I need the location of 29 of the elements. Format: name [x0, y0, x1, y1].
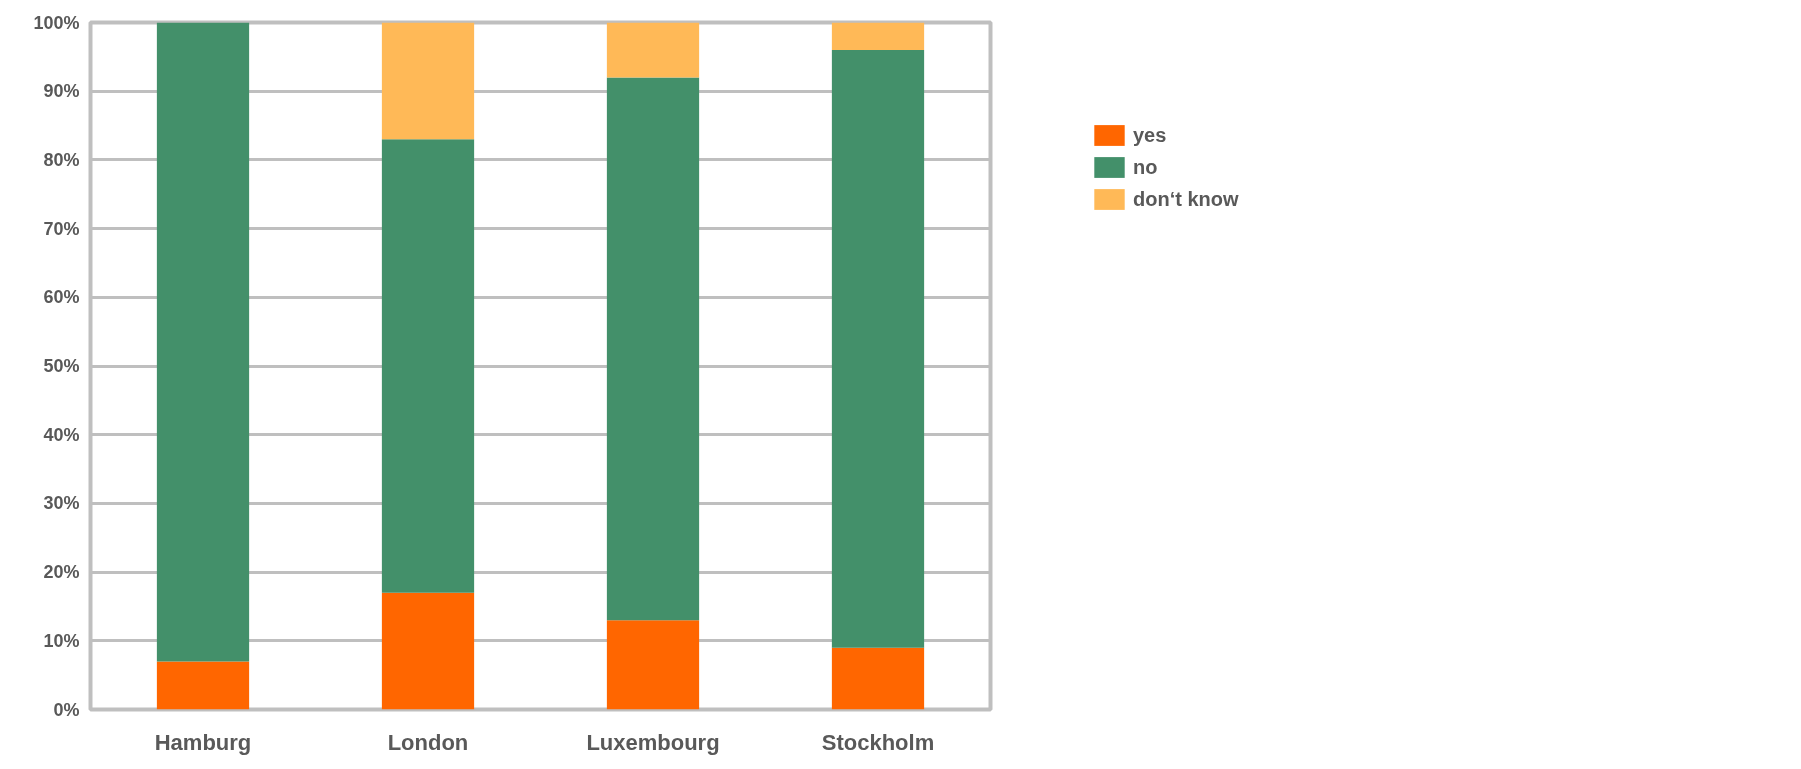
y-tick-label: 60%	[43, 287, 80, 308]
y-tick-label: 70%	[43, 218, 80, 239]
y-tick-label: 80%	[43, 149, 80, 170]
bar	[606, 22, 700, 78]
y-tick-label: 30%	[43, 493, 80, 514]
bar	[831, 647, 925, 710]
y-tick-label: 50%	[43, 356, 80, 376]
x-tick-label: Stockholm	[821, 729, 935, 755]
x-tick-label: Hamburg	[154, 729, 252, 755]
bar	[156, 661, 250, 710]
legend-label: no	[1133, 155, 1158, 179]
bar	[381, 592, 475, 710]
y-tick-label: 40%	[43, 424, 80, 445]
bar	[831, 22, 925, 50]
x-tick-label: Luxembourg	[586, 729, 720, 755]
legend-label: don‘t know	[1133, 187, 1239, 211]
bar	[381, 139, 475, 593]
bar	[831, 49, 925, 648]
y-tick-label: 0%	[53, 699, 80, 720]
bar	[606, 77, 700, 621]
y-tick-label: 100%	[33, 12, 80, 33]
bar	[606, 620, 700, 710]
legend-label: yes	[1133, 123, 1167, 147]
x-tick-label: London	[387, 729, 469, 755]
y-tick-label: 90%	[43, 81, 80, 102]
bar	[156, 22, 250, 662]
bar	[381, 22, 475, 140]
y-tick-label: 10%	[43, 630, 80, 651]
y-tick-label: 20%	[43, 562, 80, 583]
